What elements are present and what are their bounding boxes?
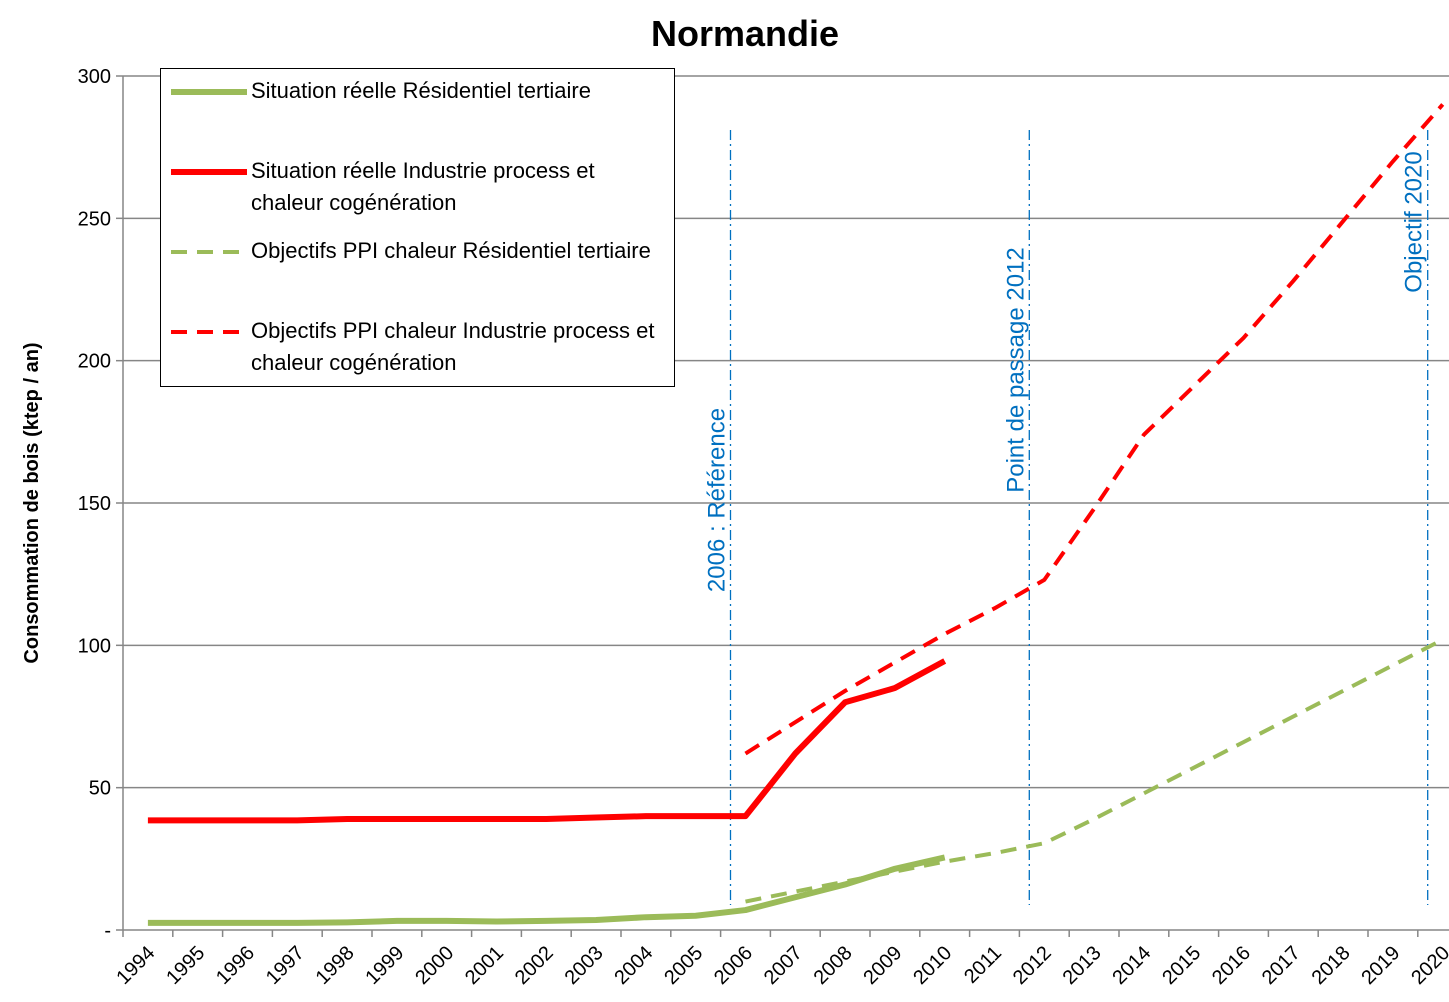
x-tick-label: 2001 [461, 942, 508, 989]
legend-entry: Objectifs PPI chaleur Industrie process … [161, 315, 671, 379]
annotation-text: 2006 : Référence [704, 408, 731, 592]
x-tick-label: 2019 [1357, 942, 1404, 989]
x-tick-label: 2003 [561, 942, 608, 989]
legend-label: Situation réelle Résidentiel tertiaire [251, 78, 591, 103]
x-tick-label: 1998 [312, 942, 359, 989]
annotation-text: Objectif 2020 [1401, 151, 1428, 292]
x-tick-label: 2007 [760, 942, 807, 989]
x-tick-label: 2004 [610, 942, 657, 989]
series-line [147, 854, 946, 926]
legend-label: Situation réelle Industrie process et ch… [251, 158, 595, 215]
x-tick-label: 2015 [1158, 942, 1205, 989]
x-tick-label: 2005 [660, 942, 707, 989]
y-tick-label: 200 [78, 351, 111, 373]
x-tick-label: 1996 [212, 942, 259, 989]
legend-label: Objectifs PPI chaleur Industrie process … [251, 318, 655, 375]
series-line [745, 637, 1444, 904]
x-tick-label: 2017 [1258, 942, 1305, 989]
x-tick-label: 2009 [859, 942, 906, 989]
legend: Situation réelle Résidentiel tertiaire Si… [160, 68, 675, 387]
x-tick-label: 2018 [1308, 942, 1355, 989]
y-axis-label: Consommation de bois (ktep / an) [21, 342, 43, 663]
legend-swatch [171, 330, 247, 334]
y-tick-label: 100 [78, 635, 111, 657]
legend-label: Objectifs PPI chaleur Résidentiel tertia… [251, 238, 651, 263]
y-tick-label: 250 [78, 208, 111, 230]
y-tick-label: - [104, 920, 111, 942]
x-tick-label: 1995 [162, 942, 209, 989]
x-tick-label: 2012 [1009, 942, 1056, 989]
x-tick-label: 2016 [1208, 942, 1255, 989]
y-tick-label: 300 [78, 66, 111, 88]
x-tick-label: 1999 [361, 942, 408, 989]
legend-swatch [171, 250, 247, 254]
x-tick-label: 2002 [511, 942, 558, 989]
x-tick-label: 2013 [1059, 942, 1106, 989]
x-tick-label: 2014 [1108, 942, 1155, 989]
series-line [147, 658, 947, 824]
chart-title: Normandie [651, 13, 839, 54]
x-tick-label: 2011 [960, 942, 1006, 988]
x-tick-label: 2010 [909, 942, 956, 989]
legend-entry: Situation réelle Résidentiel tertiaire [161, 75, 671, 107]
series-line [744, 103, 1445, 756]
y-tick-label: 50 [89, 778, 111, 800]
x-tick-label: 2020 [1407, 942, 1449, 989]
x-tick-label: 2000 [411, 942, 458, 989]
x-tick-label: 1997 [262, 942, 309, 989]
annotation-text: Point de passage 2012 [1002, 247, 1029, 493]
x-tick-label: 1994 [112, 942, 159, 989]
x-tick-label: 2008 [810, 942, 857, 989]
legend-entry: Situation réelle Industrie process et ch… [161, 155, 671, 219]
legend-swatch [171, 169, 247, 175]
y-tick-label: 150 [78, 493, 111, 515]
legend-entry: Objectifs PPI chaleur Résidentiel tertia… [161, 235, 671, 267]
x-tick-label: 2006 [710, 942, 757, 989]
legend-swatch [171, 89, 247, 95]
